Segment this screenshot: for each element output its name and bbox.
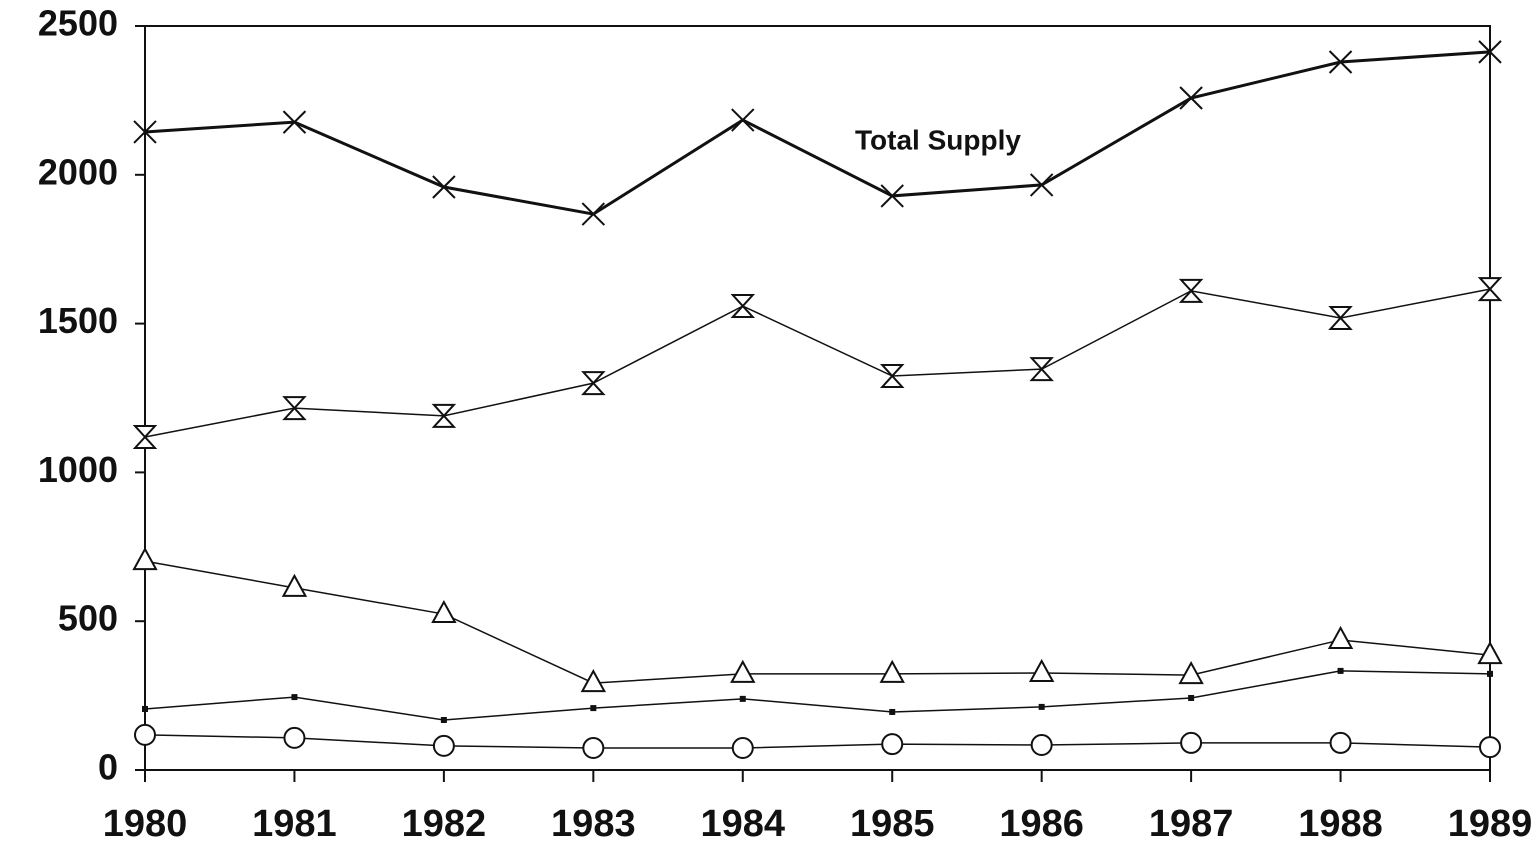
marker-circle: [283, 726, 306, 749]
plot-frame: [144, 25, 1491, 771]
marker-triangle: [1028, 658, 1055, 682]
x-tick-label: 1980: [103, 803, 188, 843]
marker-hourglass: [879, 363, 905, 388]
marker-square: [889, 708, 896, 715]
marker-circle: [1329, 731, 1352, 754]
marker-hourglass: [132, 424, 158, 449]
marker-circle: [731, 736, 754, 759]
marker-x: [581, 202, 606, 226]
x-tick-label: 1983: [551, 803, 636, 843]
marker-x: [1179, 86, 1203, 110]
marker-square: [1038, 703, 1045, 710]
marker-square: [1337, 667, 1344, 674]
marker-triangle: [1327, 625, 1354, 649]
marker-triangle: [730, 659, 756, 683]
marker-triangle: [580, 669, 607, 693]
marker-circle: [1030, 734, 1053, 757]
marker-hourglass: [730, 294, 756, 319]
marker-circle: [432, 734, 455, 757]
marker-triangle: [1178, 660, 1204, 685]
x-tick-label: 1987: [1149, 803, 1234, 843]
marker-hourglass: [431, 403, 457, 428]
marker-hourglass: [1178, 278, 1204, 303]
marker-triangle: [132, 547, 158, 571]
marker-square: [739, 695, 746, 702]
marker-x: [1478, 40, 1502, 64]
marker-square: [1188, 694, 1195, 701]
marker-hourglass: [1477, 277, 1503, 302]
marker-x: [432, 175, 456, 199]
x-tick-label: 1988: [1298, 803, 1383, 843]
x-tick-label: 1985: [850, 803, 935, 843]
marker-triangle: [431, 599, 457, 624]
series-line: [144, 50, 1491, 216]
marker-hourglass: [581, 371, 606, 396]
marker-x: [880, 184, 904, 208]
marker-circle: [1479, 736, 1501, 759]
y-tick-label: 1500: [38, 300, 118, 341]
marker-x: [1328, 50, 1353, 74]
marker-circle: [582, 736, 605, 759]
marker-triangle: [1477, 641, 1503, 665]
series-line: [144, 288, 1491, 438]
marker-square: [142, 705, 148, 712]
y-tick-label: 2500: [38, 3, 118, 44]
y-tick-label: 1000: [38, 449, 118, 490]
series-line: [144, 670, 1491, 721]
x-tick-label: 1984: [701, 803, 786, 843]
y-tick-label: 500: [58, 598, 118, 639]
y-tick-label: 0: [98, 747, 118, 788]
marker-triangle: [281, 573, 308, 597]
marker-x: [1029, 173, 1054, 197]
marker-hourglass: [1029, 357, 1054, 382]
marker-square: [1487, 670, 1493, 677]
marker-hourglass: [1328, 305, 1353, 330]
series-label: Total Supply: [855, 124, 1021, 155]
marker-circle: [134, 723, 156, 746]
x-tick-label: 1981: [252, 803, 337, 843]
marker-x: [731, 108, 755, 132]
marker-triangle: [879, 659, 905, 683]
x-tick-label: 1982: [402, 803, 487, 843]
marker-x: [282, 110, 307, 134]
marker-square: [590, 705, 597, 712]
marker-square: [291, 694, 298, 701]
marker-hourglass: [282, 396, 307, 421]
series-line: [144, 734, 1491, 749]
x-tick-label: 1989: [1448, 803, 1533, 843]
marker-x: [133, 120, 157, 144]
x-tick-label: 1986: [999, 803, 1084, 843]
marker-circle: [881, 733, 904, 756]
marker-square: [440, 717, 447, 724]
marker-circle: [1180, 731, 1203, 754]
series-line: [144, 560, 1491, 684]
y-tick-label: 2000: [38, 151, 118, 192]
